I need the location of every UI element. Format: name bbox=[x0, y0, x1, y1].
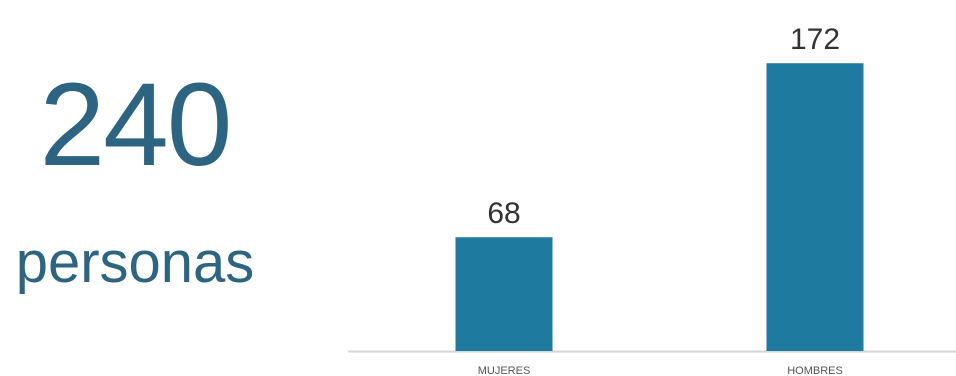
value-label-hombres: 172 bbox=[790, 23, 840, 56]
bar-mujeres bbox=[455, 237, 553, 351]
total-unit-label: personas bbox=[15, 230, 255, 295]
total-count: 240 bbox=[39, 59, 233, 191]
value-label-mujeres: 68 bbox=[487, 197, 520, 230]
category-label-mujeres: MUJERES bbox=[478, 365, 531, 376]
category-label-hombres: HOMBRES bbox=[787, 365, 843, 376]
bar-hombres bbox=[766, 63, 864, 352]
